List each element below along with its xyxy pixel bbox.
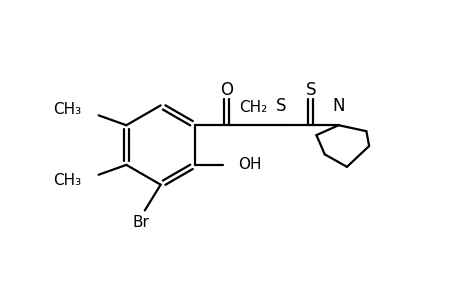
Text: Br: Br [132,215,149,230]
Text: S: S [275,97,286,115]
Text: N: N [332,97,344,115]
Text: CH₃: CH₃ [52,102,81,117]
Text: S: S [305,81,315,99]
Text: CH₂: CH₂ [239,100,267,115]
Text: CH₃: CH₃ [52,173,81,188]
Text: O: O [220,81,233,99]
Text: OH: OH [238,158,262,172]
